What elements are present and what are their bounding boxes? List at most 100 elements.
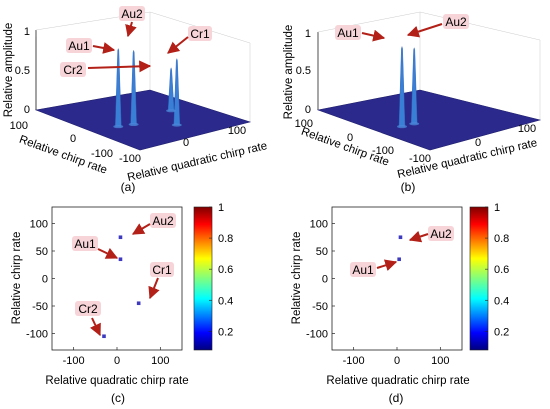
d-cbar-label-0.4: 0.4	[494, 295, 509, 307]
panel-a-ztick-1: 1	[24, 26, 30, 38]
panel-a-ztick-0: 0	[24, 104, 30, 116]
panel-a-ytick-0: 0	[70, 133, 76, 145]
svg-text:Au2: Au2	[121, 7, 143, 21]
a-peak-cr1	[173, 57, 181, 126]
a-peak-base-cr1	[171, 123, 182, 127]
c-cbar-label-0.2: 0.2	[218, 326, 233, 338]
svg-text:Au2: Au2	[152, 214, 174, 228]
d-ytick-label-50: 50	[316, 246, 328, 258]
panel-b-annotation-au2: Au2	[406, 14, 469, 38]
panel-a-annotation-au1: Au1	[66, 38, 116, 54]
svg-text:Cr2: Cr2	[78, 302, 98, 316]
a-peak-base-au2	[113, 124, 124, 129]
panel-b-xtick-0: 0	[475, 137, 481, 149]
c-ytick-label--100: -100	[26, 329, 48, 341]
c-xtick-label-0: 0	[114, 355, 120, 367]
panel-c: -100 0 100 100 50 0 -50 -100 Relative quadratic…	[11, 202, 233, 405]
panel-b-ytick-m100: -100	[372, 145, 394, 157]
c-point-au1	[118, 257, 123, 262]
panel-b-zlabel: Relative amplitude	[283, 25, 295, 120]
d-point-au2	[398, 235, 403, 240]
panel-b-ztick-1: 1	[305, 28, 311, 40]
b-peak-au1	[410, 47, 418, 124]
panel-a-annotation-cr2: Cr2	[60, 60, 152, 77]
panel-a-annotation-cr1: Cr1	[167, 26, 212, 54]
panel-a-zlabel: Relative amplitude	[3, 23, 15, 118]
svg-text:Au1: Au1	[68, 39, 90, 53]
svg-text:Au1: Au1	[337, 26, 359, 40]
d-ytick-label-0: 0	[322, 274, 328, 286]
b-peak-base-au1	[409, 122, 420, 126]
svg-text:Au1: Au1	[352, 263, 374, 277]
b-peak-au2	[398, 45, 406, 127]
panel-c-annotation-au1: Au1	[72, 236, 119, 259]
a-peak-au1	[130, 49, 137, 125]
d-cbar-label-0.6: 0.6	[494, 264, 509, 276]
panel-c-annotation-au2: Au2	[131, 213, 176, 235]
panel-d-ticks: -100 0 100 100 50 0 -50 -100	[306, 219, 450, 368]
panel-d-annotation-au2: Au2	[408, 226, 454, 243]
svg-text:Au2: Au2	[445, 15, 467, 29]
a-peak-au2	[115, 47, 122, 127]
panel-c-caption: (c)	[111, 391, 125, 405]
panel-a-xtick-100: 100	[228, 125, 246, 137]
a-peak-base-cr2	[166, 109, 177, 113]
panel-b-ytick-100: 100	[295, 118, 313, 130]
panel-d: -100 0 100 100 50 0 -50 -100 Relative quadratic…	[291, 202, 509, 405]
panel-c-plot-area	[51, 206, 183, 351]
panel-a-xtick-0: 0	[183, 137, 189, 149]
c-cbar-label-1: 1	[218, 202, 224, 214]
c-cbar-label-0.4: 0.4	[218, 295, 233, 307]
d-cbar-label-1: 1	[494, 202, 500, 214]
a-peak-cr2	[167, 67, 175, 111]
panel-b-ztick-05: 0.5	[296, 65, 311, 77]
c-ytick-label-100: 100	[30, 219, 48, 231]
panel-c-annotation-cr1: Cr1	[148, 262, 174, 300]
panel-a-peaks	[113, 47, 182, 129]
d-cbar-label-0.2: 0.2	[494, 326, 509, 338]
c-ytick-label--50: -50	[32, 301, 48, 313]
panel-c-ticks: -100 0 100 100 50 0 -50 -100	[26, 219, 170, 368]
svg-text:Au1: Au1	[74, 237, 96, 251]
d-cbar-label-0.8: 0.8	[494, 233, 509, 245]
panel-a-ztick-05: 0.5	[15, 65, 30, 77]
svg-text:Cr1: Cr1	[190, 27, 210, 41]
panel-a-annotation-au2: Au2	[119, 6, 145, 38]
panel-b-surface-floor	[316, 89, 542, 151]
svg-text:Au2: Au2	[430, 227, 452, 241]
panel-c-annotation-cr2: Cr2	[75, 301, 101, 337]
panel-c-points	[102, 235, 141, 339]
panel-b: 1 0.5 0 Relative amplitude 100 0 -100 Re…	[283, 11, 542, 194]
panel-a-caption: (a)	[121, 180, 136, 194]
c-cbar-label-0.6: 0.6	[218, 264, 233, 276]
panel-a-ytick-m100: -100	[91, 148, 113, 160]
c-point-au2	[118, 235, 123, 240]
c-point-cr1	[136, 301, 141, 306]
panel-b-annotation-au1: Au1	[335, 25, 386, 42]
panel-b-ytick-0: 0	[347, 132, 353, 144]
panel-c-ylabel: Relative chirp rate	[11, 232, 23, 325]
c-cbar-label-0.8: 0.8	[218, 233, 233, 245]
c-point-cr2	[102, 334, 106, 339]
c-xtick-label-100: 100	[151, 355, 169, 367]
c-xtick-label--100: -100	[63, 355, 85, 367]
svg-text:Cr1: Cr1	[152, 263, 172, 277]
panel-d-colorbar	[469, 206, 489, 351]
panel-a-ytick-100: 100	[10, 120, 28, 132]
panel-b-peaks	[396, 45, 420, 129]
d-xtick-label--100: -100	[343, 355, 365, 367]
svg-text:Cr2: Cr2	[63, 63, 83, 77]
panel-d-colorbar-ticks: 1 0.8 0.6 0.4 0.2	[485, 202, 509, 338]
panel-a: 1 0.5 0 Relative amplitude 100 0 -100 Re…	[3, 6, 268, 194]
d-xtick-label-100: 100	[431, 355, 449, 367]
d-ytick-label--50: -50	[312, 301, 328, 313]
a-peak-base-au1	[128, 122, 139, 127]
panel-a-surface-floor	[34, 89, 252, 151]
b-peak-base-au2	[396, 124, 407, 129]
panel-c-colorbar	[193, 206, 213, 351]
panel-c-colorbar-ticks: 1 0.8 0.6 0.4 0.2	[209, 202, 233, 338]
panel-d-ylabel: Relative chirp rate	[291, 232, 303, 325]
c-ytick-label-0: 0	[42, 274, 48, 286]
panel-d-xlabel: Relative quadratic chirp rate	[326, 375, 469, 387]
